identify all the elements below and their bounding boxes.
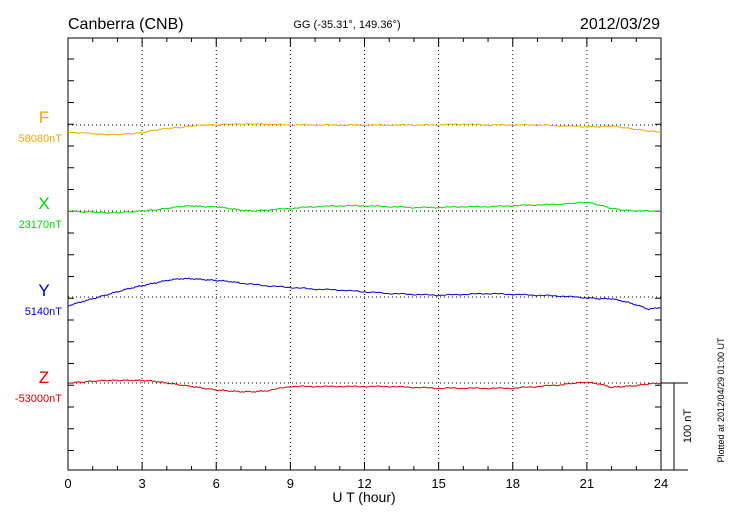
series-name-z: Z [39,368,49,387]
x-tick-label: 18 [506,476,520,491]
series-labels: F 58080nT X 23170nT Y 5140nT Z -53000nT [15,108,62,405]
station-coordinates: GG (-35.31°, 149.36°) [293,19,400,31]
scale-bar-label: 100 nT [682,409,694,444]
series-line-x [67,201,662,214]
x-tick-label: 6 [213,476,220,491]
x-tick-label: 3 [139,476,146,491]
baseline-label-f: 58080nT [19,133,63,145]
plotted-note: Plotted at 2012/04/29 01:00 UT [716,337,726,463]
series-name-f: F [39,108,49,127]
x-tick-labels: 0 3 6 9 12 15 18 21 24 [64,476,668,491]
series-line-y [67,277,662,311]
series-name-x: X [38,194,49,213]
baseline-label-z: -53000nT [15,393,62,405]
baseline-label-x: 23170nT [19,219,63,231]
x-tick-label: 15 [431,476,445,491]
series-line-z [67,379,662,393]
chart-title: Canberra (CNB) [68,16,184,33]
x-tick-label: 9 [287,476,294,491]
scale-bar: 100 nT [661,382,694,471]
chart-date: 2012/03/29 [580,16,660,33]
x-tick-label: 21 [580,476,594,491]
series-lines [67,122,662,393]
series-name-y: Y [38,281,49,300]
series-line-f [67,122,662,136]
x-tick-label: 12 [357,476,371,491]
baseline-label-y: 5140nT [25,306,63,318]
axis-ticks [67,38,662,470]
x-tick-label: 0 [64,476,71,491]
x-axis-label: U T (hour) [332,489,395,505]
grid [141,38,588,470]
x-tick-label: 24 [654,476,668,491]
